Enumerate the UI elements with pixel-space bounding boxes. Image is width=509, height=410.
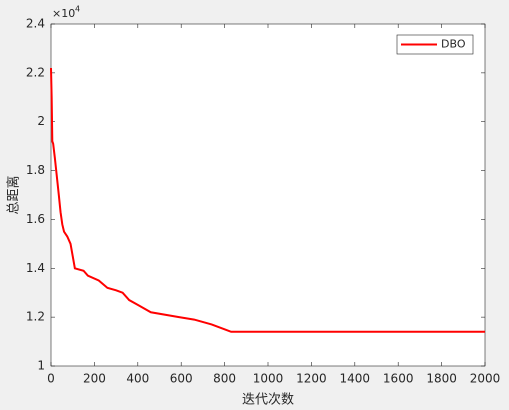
x-tick-label: 1600 (383, 372, 414, 386)
y-multiplier-exponent: 4 (75, 5, 80, 14)
y-tick-label: 1.4 (26, 261, 45, 275)
y-multiplier: ×10 (52, 7, 75, 20)
y-axis-label: 总距离 (6, 175, 22, 214)
x-tick-label: 1200 (296, 372, 327, 386)
y-tick-label: 2.2 (26, 65, 45, 79)
plot-area (50, 23, 486, 367)
x-tick-label: 600 (170, 372, 193, 386)
line-series (50, 67, 485, 333)
x-tick-label: 400 (126, 372, 149, 386)
x-tick-label: 2000 (470, 372, 501, 386)
y-tick-label: 1.8 (26, 163, 45, 177)
y-tick-label: 2.4 (26, 17, 45, 31)
x-tick-label: 200 (83, 372, 106, 386)
x-tick-label: 1400 (340, 372, 371, 386)
y-tick-label: 1.2 (26, 310, 45, 324)
x-tick-label: 1000 (253, 372, 284, 386)
y-tick-label: 1 (37, 359, 45, 373)
y-tick-label: 2 (37, 114, 45, 128)
x-tick-label: 1800 (426, 372, 457, 386)
x-tick-label: 0 (47, 372, 55, 386)
legend-label: DBO (441, 38, 466, 51)
x-axis-label: 迭代次数 (242, 392, 294, 408)
y-tick-label: 1.6 (26, 212, 45, 226)
x-tick-label: 800 (213, 372, 236, 386)
